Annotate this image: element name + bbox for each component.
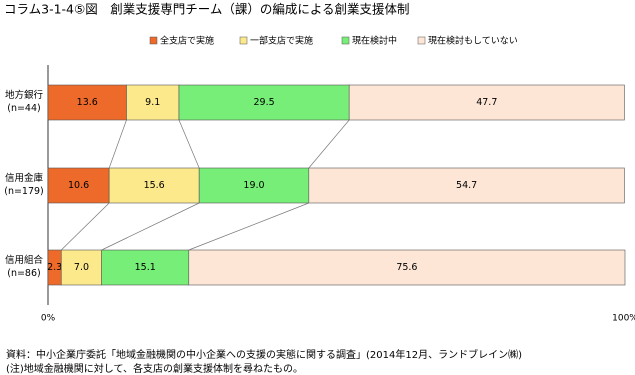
bar-segment: [308, 167, 625, 204]
category-label: 信用組合: [5, 254, 44, 266]
bar-segment: [47, 84, 127, 121]
value-label: 9.1: [145, 97, 160, 108]
bar-segment: [348, 84, 625, 121]
footnote: (注)地域金融機関に対して、各支店の創業支援体制を尋ねたもの。: [6, 362, 303, 375]
value-label: 10.6: [68, 180, 89, 191]
value-label: 7.0: [74, 262, 89, 273]
value-label: 47.7: [476, 97, 497, 108]
value-label: 54.7: [456, 180, 477, 191]
value-label: 13.6: [77, 97, 98, 108]
legend-swatch: [417, 36, 426, 45]
value-label: 15.1: [135, 262, 156, 273]
legend-swatch: [149, 36, 158, 45]
legend-label: 全支店で実施: [160, 35, 214, 47]
legend-swatch: [239, 36, 248, 45]
connector-line: [61, 202, 110, 251]
value-label: 29.5: [254, 97, 275, 108]
connector-line: [308, 119, 350, 169]
category-label: (n=179): [4, 186, 44, 197]
value-label: 15.6: [144, 180, 165, 191]
bar-segment: [60, 249, 102, 286]
value-label: 19.0: [243, 180, 264, 191]
x-tick-label: 100%: [612, 314, 635, 324]
connector-line: [188, 202, 309, 251]
legend-label: 現在検討もしていない: [428, 35, 518, 47]
category-label: 地方銀行: [5, 89, 44, 101]
bar-segment: [108, 167, 200, 204]
value-label: 75.6: [396, 262, 417, 273]
legend-label: 一部支店で実施: [250, 35, 313, 47]
bar-segment: [178, 84, 350, 121]
category-label: (n=44): [7, 103, 40, 114]
category-label: 信用金庫: [5, 172, 44, 184]
category-label: (n=86): [7, 268, 40, 279]
connector-line: [101, 202, 200, 251]
bar-segment: [126, 84, 180, 121]
legend-label: 現在検討中: [352, 35, 397, 47]
bar-segment: [188, 249, 626, 286]
connector-line: [178, 119, 200, 169]
chart-title: コラム3-1-4⑤図 創業支援専門チーム（課）の編成による創業支援体制: [4, 2, 409, 17]
connector-line: [108, 119, 127, 169]
bar-segment: [101, 249, 190, 286]
value-label: 2.3: [47, 262, 62, 273]
x-tick-label: 0%: [41, 314, 56, 324]
legend-swatch: [341, 36, 350, 45]
source-note: 資料：中小企業庁委託「地域金融機関の中小企業への支援の実態に関する調査」(201…: [6, 348, 522, 361]
